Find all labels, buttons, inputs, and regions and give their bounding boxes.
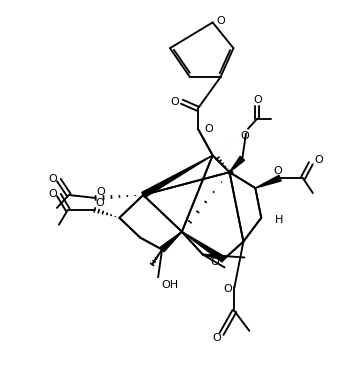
Polygon shape [142,155,212,197]
Polygon shape [230,156,244,172]
Text: O: O [171,97,179,107]
Text: O: O [49,189,57,199]
Text: H: H [275,215,284,225]
Text: O: O [240,132,249,142]
Text: O: O [274,166,283,176]
Text: O: O [223,284,232,294]
Text: O: O [315,155,324,165]
Text: O: O [205,123,214,133]
Polygon shape [255,175,281,188]
Text: O: O [212,333,221,343]
Polygon shape [182,232,225,262]
Polygon shape [160,232,182,252]
Text: O: O [211,257,220,267]
Text: OH: OH [161,280,178,290]
Text: O: O [49,174,57,184]
Text: O: O [96,187,105,197]
Text: O: O [217,16,225,26]
Text: O: O [95,198,104,208]
Text: O: O [253,95,262,105]
